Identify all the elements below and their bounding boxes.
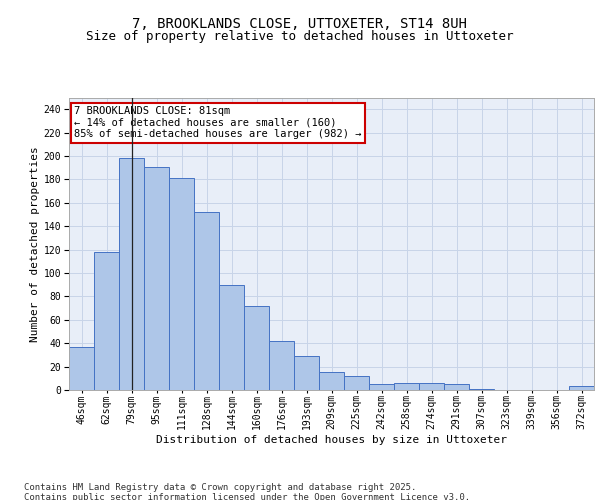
Bar [469,389,494,390]
Text: 7, BROOKLANDS CLOSE, UTTOXETER, ST14 8UH: 7, BROOKLANDS CLOSE, UTTOXETER, ST14 8UH [133,18,467,32]
Text: Size of property relative to detached houses in Uttoxeter: Size of property relative to detached ho… [86,30,514,43]
Bar [294,356,319,390]
Bar [94,252,119,390]
Text: 7 BROOKLANDS CLOSE: 81sqm
← 14% of detached houses are smaller (160)
85% of semi: 7 BROOKLANDS CLOSE: 81sqm ← 14% of detac… [74,106,362,140]
X-axis label: Distribution of detached houses by size in Uttoxeter: Distribution of detached houses by size … [156,435,507,445]
Bar [319,372,344,390]
Text: Contains HM Land Registry data © Crown copyright and database right 2025.
Contai: Contains HM Land Registry data © Crown c… [24,482,470,500]
Bar [69,346,94,390]
Bar [569,386,594,390]
Bar [194,212,219,390]
Bar [269,341,294,390]
Bar [119,158,144,390]
Bar [419,383,444,390]
Bar [169,178,194,390]
Bar [219,284,244,390]
Bar [344,376,369,390]
Bar [444,384,469,390]
Bar [144,166,169,390]
Bar [394,383,419,390]
Bar [244,306,269,390]
Bar [369,384,394,390]
Y-axis label: Number of detached properties: Number of detached properties [29,146,40,342]
